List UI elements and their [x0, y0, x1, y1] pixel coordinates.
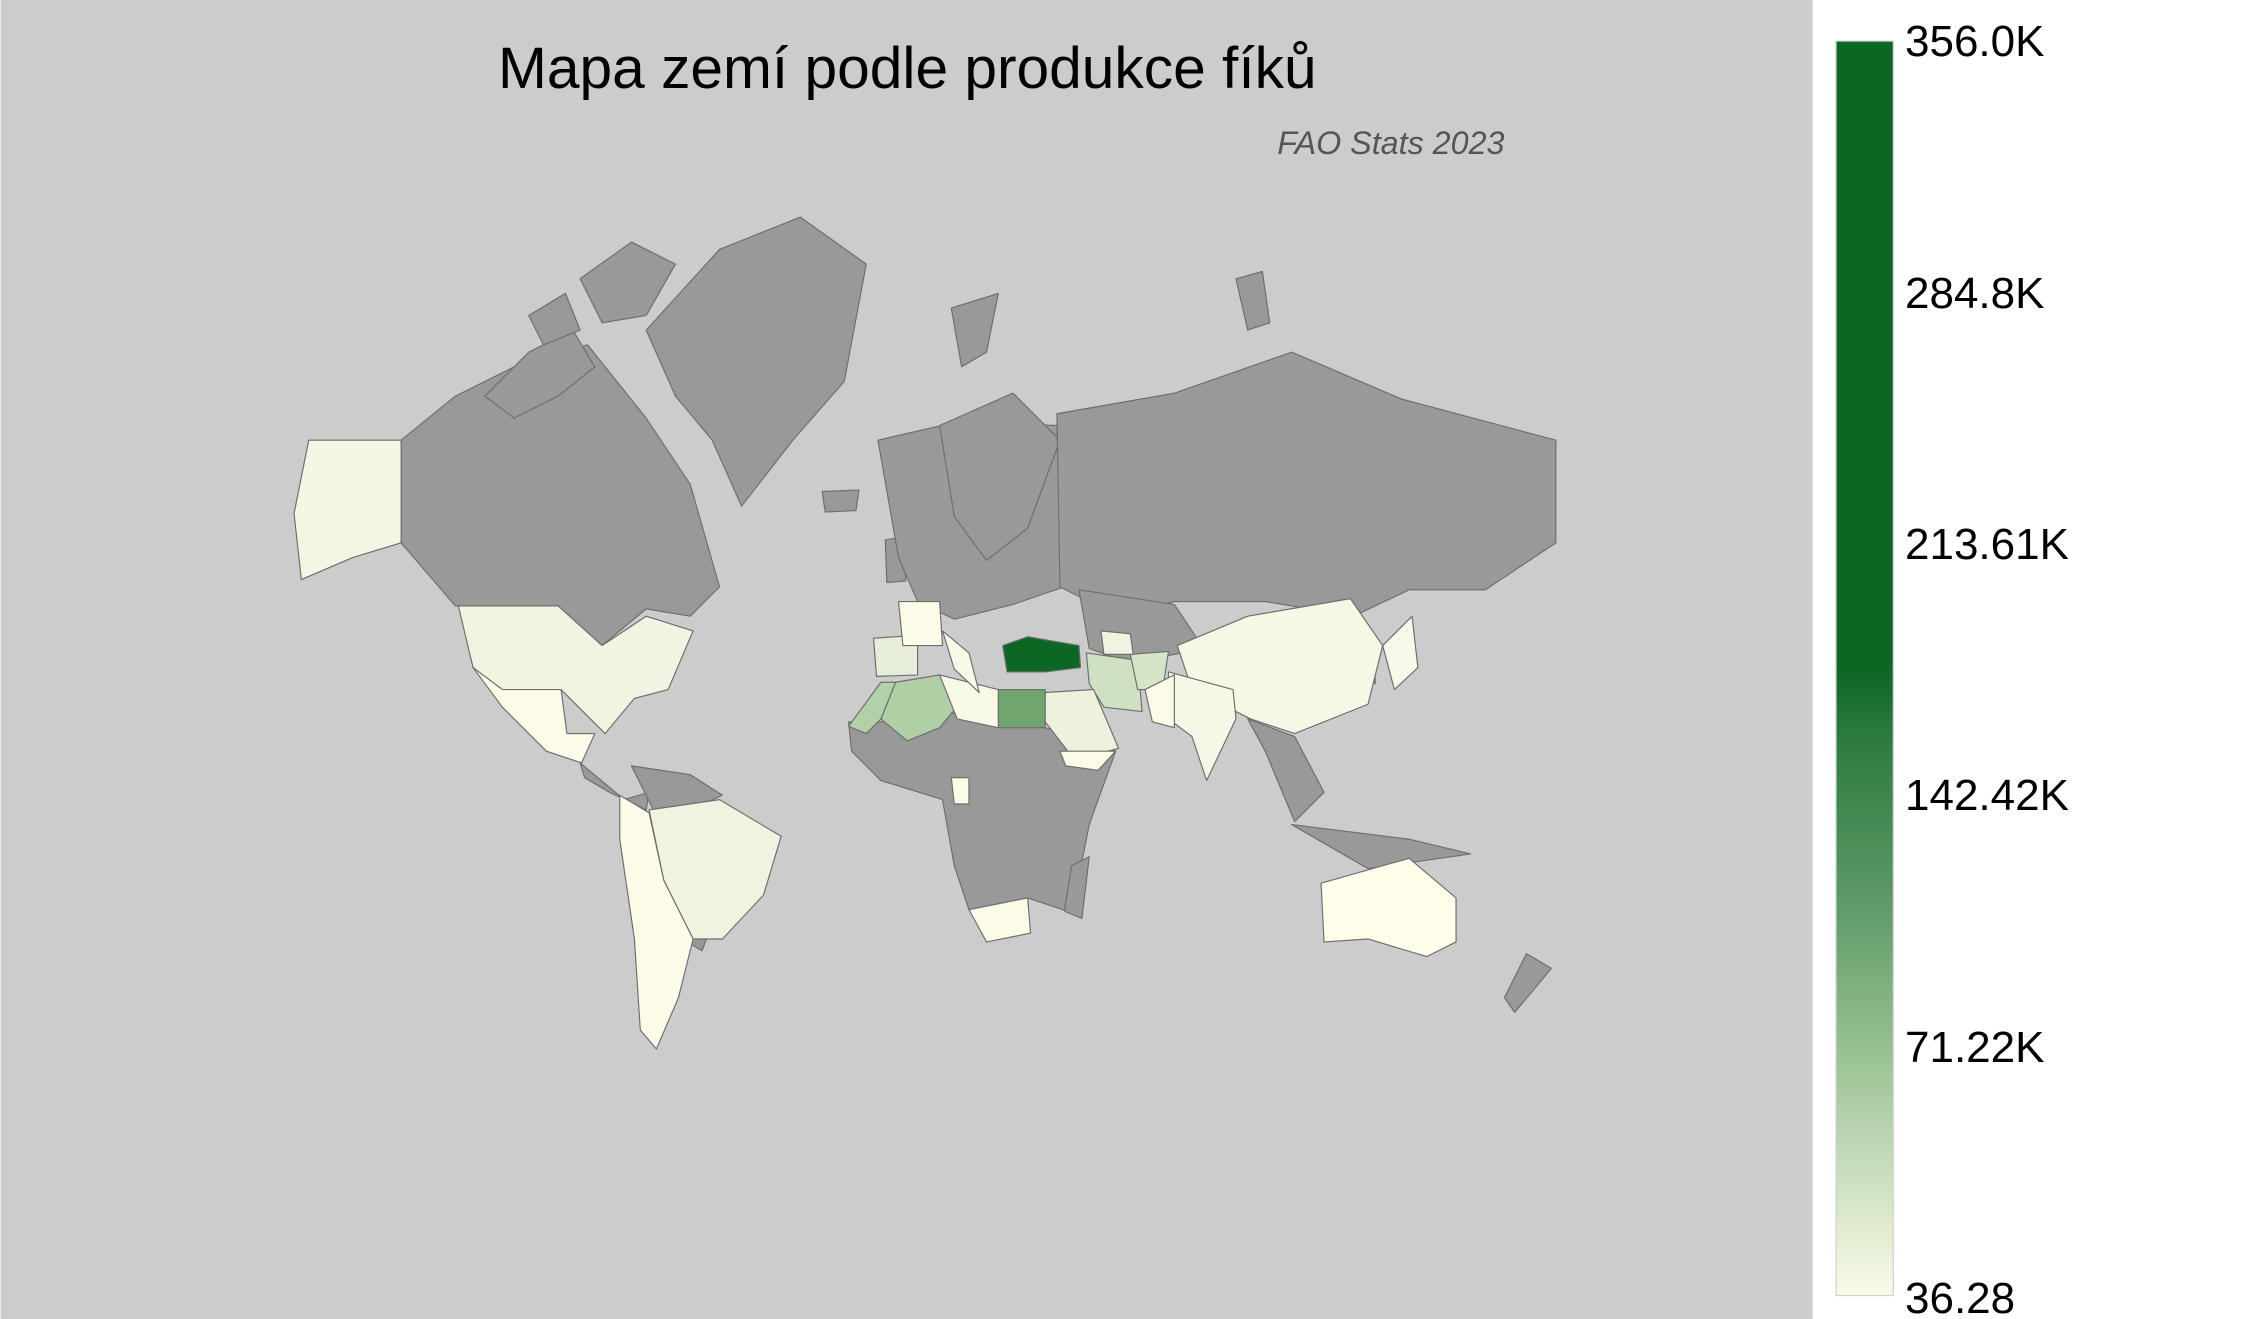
- country-no-data: [484, 329, 596, 419]
- colorbar-tick: 213.61K: [1905, 520, 2069, 569]
- country-mexico: [472, 666, 596, 764]
- colorbar-tick: 36.28: [1905, 1274, 2015, 1319]
- country-libya: [939, 674, 999, 729]
- country-france: [897, 600, 944, 647]
- country-cameroon: [950, 777, 970, 805]
- colorbar-tick: 142.42K: [1905, 771, 2069, 820]
- map-subtitle: FAO Stats 2023: [1277, 125, 1504, 161]
- country-japan: [1382, 615, 1419, 691]
- country-no-data: [950, 292, 999, 368]
- country-no-data: [645, 216, 867, 507]
- country-no-data: [528, 292, 581, 346]
- country-andes: [619, 794, 694, 1050]
- country-uzbekistan: [1100, 630, 1134, 655]
- country-no-data: [579, 241, 677, 324]
- country-no-data: [1235, 270, 1271, 331]
- country-alaska: [293, 439, 402, 581]
- country-no-data: [821, 489, 860, 513]
- map-title: Mapa zemí podle produkce fíků: [498, 36, 1317, 101]
- country-morocco: [848, 681, 897, 735]
- colorbar-tick: 71.22K: [1905, 1023, 2044, 1072]
- country-italy: [941, 630, 980, 694]
- country-pakistan: [1144, 674, 1175, 729]
- country-no-data: [1503, 953, 1553, 1013]
- country-south-africa: [968, 897, 1032, 943]
- country-yemen: [1059, 750, 1117, 771]
- colorbar: [1835, 40, 1894, 1297]
- country-no-data: [939, 392, 1061, 562]
- world-map: [293, 216, 1557, 1050]
- country-no-data: [1291, 823, 1472, 870]
- colorbar-tick: 356.0K: [1905, 17, 2044, 66]
- colorbar-tick: 284.8K: [1905, 269, 2044, 318]
- country-no-data: [1063, 856, 1090, 920]
- country-egypt: [997, 688, 1046, 729]
- country-australia: [1320, 857, 1457, 958]
- country-turkey: [1002, 636, 1082, 673]
- country-no-data: [1247, 718, 1325, 823]
- country-iran: [1085, 652, 1143, 713]
